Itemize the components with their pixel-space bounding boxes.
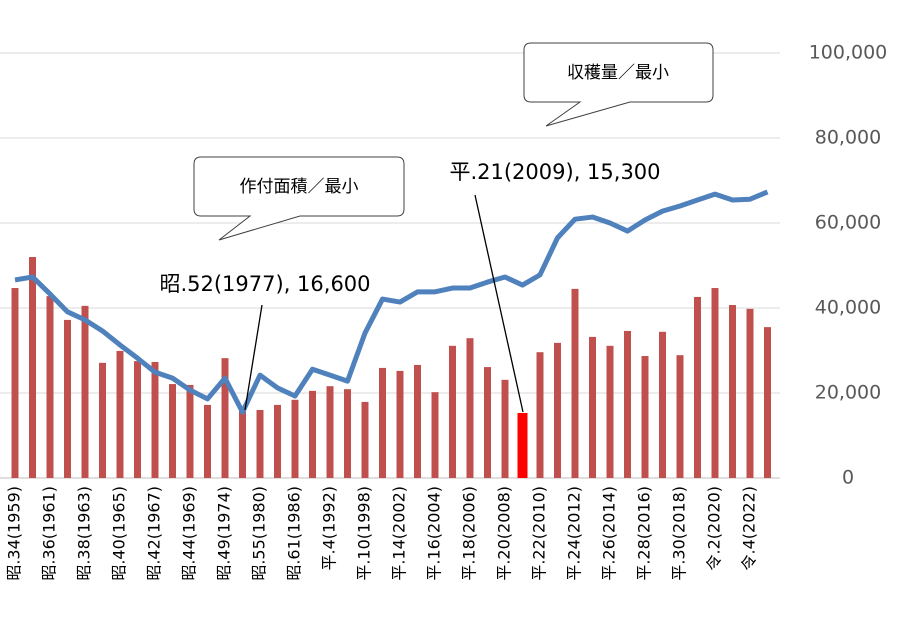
y-tick-label: 80,000 [815,127,881,149]
callout-area: 作付面積／最小 [193,156,405,241]
y-tick-label: 40,000 [815,297,881,319]
x-tick-label: 平.16(2004) [425,486,444,581]
x-tick-label: 昭.49(1974) [215,486,234,581]
bar [169,384,176,478]
bar [116,350,124,478]
x-tick-label: 昭.44(1969) [180,486,199,581]
x-tick-label: 平.14(2002) [390,486,409,581]
y-tick-label: 60,000 [815,212,881,234]
y-tick-label: 20,000 [815,382,881,404]
bar [274,404,281,478]
y-tick-label: 0 [842,467,854,489]
x-tick-label: 昭.42(1967) [145,486,164,581]
annotation: 平.21(2009), 15,300 [449,160,660,184]
x-tick-label: 令.2(2020) [705,486,724,570]
bar [484,367,491,478]
bar [676,355,684,478]
x-tick-label: 平.10(1998) [355,486,374,581]
bar [64,319,71,478]
bar [659,331,666,478]
annotation-arrow [474,194,524,413]
bar [81,305,89,478]
bar [309,390,316,478]
x-tick-label: 平.24(2012) [565,486,584,581]
bar [396,370,404,478]
x-tick-label: 昭.61(1986) [285,486,304,581]
bar [326,386,334,478]
bar [151,361,159,478]
x-tick-label: 平.20(2008) [495,486,514,581]
callout-text: 作付面積／最小 [240,177,359,197]
bar [517,412,528,478]
bar [641,356,649,478]
callout-text: 収穫量／最小 [567,63,669,83]
x-tick-label: 昭.36(1961) [40,486,59,581]
y-tick-label: 100,000 [809,42,888,64]
x-tick-label: 昭.38(1963) [75,486,94,581]
bar [729,305,736,478]
bar [501,379,509,478]
bar [449,345,456,478]
bar [694,296,701,478]
bar [204,404,211,478]
callout-harvest: 収穫量／最小 [523,42,714,127]
x-tick-label: 昭.40(1965) [110,486,129,581]
bar [361,401,369,478]
bar [414,364,421,478]
bar [29,257,36,478]
bar [134,361,141,478]
bar [344,389,351,478]
x-tick-label: 平.30(2018) [670,486,689,581]
bar [746,308,754,478]
x-tick-label: 令.4(2022) [740,486,759,570]
annotation: 昭.52(1977), 16,600 [159,272,370,296]
bar [431,392,439,478]
bar [466,338,474,478]
bar [589,336,596,478]
bar [606,345,614,478]
x-tick-label: 平.26(2014) [600,486,619,581]
x-tick-label: 昭.55(1980) [250,486,269,581]
x-tick-label: 平.4(1992) [320,486,339,570]
x-tick-label: 平.28(2016) [635,486,654,581]
bar [554,342,561,478]
bar [186,384,194,478]
bar [11,288,19,478]
bar [571,288,579,478]
bar [711,288,719,478]
bar [221,358,229,478]
bar [99,362,106,478]
bar [291,399,299,478]
bar [239,407,246,478]
bar [379,367,386,478]
x-tick-label: 昭.34(1959) [5,486,24,581]
x-tick-label: 平.18(2006) [460,486,479,581]
bar [624,330,631,478]
bar [764,327,771,478]
line [14,189,769,415]
bar [46,296,54,478]
annotation-arrow [244,304,263,411]
bar [256,410,264,478]
x-tick-label: 平.22(2010) [530,486,549,581]
bar [536,352,544,478]
